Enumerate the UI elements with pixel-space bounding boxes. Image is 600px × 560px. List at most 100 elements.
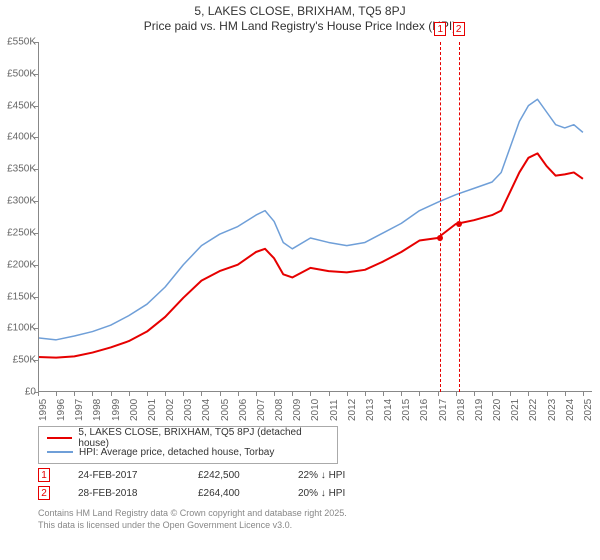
- xtick-mark: [347, 392, 348, 396]
- xtick-mark: [528, 392, 529, 396]
- row-pct: 22% ↓ HPI: [298, 470, 398, 481]
- xtick-label: 2024: [565, 399, 576, 421]
- chart-area: £0£50K£100K£150K£200K£250K£300K£350K£400…: [38, 42, 592, 392]
- ytick-label: £50K: [2, 355, 36, 366]
- footer-line1: Contains HM Land Registry data © Crown c…: [38, 508, 347, 520]
- xtick-mark: [238, 392, 239, 396]
- xtick-mark: [383, 392, 384, 396]
- sales-table: 1 24-FEB-2017 £242,500 22% ↓ HPI 2 28-FE…: [38, 466, 398, 502]
- ytick-label: £0: [2, 387, 36, 398]
- xtick-label: 2001: [147, 399, 158, 421]
- ytick-label: £250K: [2, 227, 36, 238]
- xtick-label: 2004: [201, 399, 212, 421]
- marker-dot: [437, 235, 443, 241]
- row-price: £242,500: [198, 470, 298, 481]
- xtick-label: 2023: [547, 399, 558, 421]
- ytick-mark: [34, 360, 38, 361]
- ytick-label: £500K: [2, 68, 36, 79]
- xtick-label: 2015: [401, 399, 412, 421]
- ytick-label: £450K: [2, 100, 36, 111]
- ytick-mark: [34, 169, 38, 170]
- xtick-label: 2008: [274, 399, 285, 421]
- xtick-label: 2016: [419, 399, 430, 421]
- row-date: 24-FEB-2017: [78, 470, 198, 481]
- xtick-mark: [129, 392, 130, 396]
- xtick-label: 2019: [474, 399, 485, 421]
- table-row: 1 24-FEB-2017 £242,500 22% ↓ HPI: [38, 466, 398, 484]
- legend-box: 5, LAKES CLOSE, BRIXHAM, TQ5 8PJ (detach…: [38, 426, 338, 464]
- xtick-label: 2012: [347, 399, 358, 421]
- ytick-mark: [34, 265, 38, 266]
- xtick-mark: [256, 392, 257, 396]
- ytick-label: £200K: [2, 259, 36, 270]
- xtick-mark: [474, 392, 475, 396]
- row-price: £264,400: [198, 488, 298, 499]
- ytick-mark: [34, 74, 38, 75]
- row-badge-2: 2: [38, 486, 50, 500]
- xtick-mark: [220, 392, 221, 396]
- xtick-mark: [56, 392, 57, 396]
- row-pct: 20% ↓ HPI: [298, 488, 398, 499]
- series-line: [38, 99, 583, 340]
- xtick-mark: [419, 392, 420, 396]
- xtick-label: 2018: [456, 399, 467, 421]
- marker-badge: 2: [453, 22, 465, 36]
- table-row: 2 28-FEB-2018 £264,400 20% ↓ HPI: [38, 484, 398, 502]
- legend-label-1: HPI: Average price, detached house, Torb…: [79, 447, 274, 458]
- xtick-label: 2017: [438, 399, 449, 421]
- xtick-mark: [92, 392, 93, 396]
- ytick-mark: [34, 106, 38, 107]
- ytick-mark: [34, 42, 38, 43]
- chart-title-block: 5, LAKES CLOSE, BRIXHAM, TQ5 8PJ Price p…: [0, 0, 600, 33]
- xtick-mark: [74, 392, 75, 396]
- xtick-label: 2022: [528, 399, 539, 421]
- xtick-mark: [456, 392, 457, 396]
- chart-title-line2: Price paid vs. HM Land Registry's House …: [0, 19, 600, 33]
- marker-dot: [456, 221, 462, 227]
- xtick-label: 2000: [129, 399, 140, 421]
- ytick-label: £300K: [2, 196, 36, 207]
- ytick-label: £550K: [2, 37, 36, 48]
- xtick-mark: [292, 392, 293, 396]
- xtick-mark: [165, 392, 166, 396]
- footer-attribution: Contains HM Land Registry data © Crown c…: [38, 508, 347, 531]
- xtick-label: 2025: [583, 399, 594, 421]
- marker-line: [459, 42, 460, 392]
- xtick-mark: [147, 392, 148, 396]
- xtick-mark: [274, 392, 275, 396]
- xtick-label: 2003: [183, 399, 194, 421]
- xtick-label: 2020: [492, 399, 503, 421]
- chart-title-line1: 5, LAKES CLOSE, BRIXHAM, TQ5 8PJ: [0, 4, 600, 18]
- xtick-mark: [510, 392, 511, 396]
- ytick-mark: [34, 201, 38, 202]
- ytick-mark: [34, 137, 38, 138]
- xtick-mark: [365, 392, 366, 396]
- ytick-label: £150K: [2, 291, 36, 302]
- series-line: [38, 153, 583, 357]
- xtick-mark: [547, 392, 548, 396]
- xtick-label: 2014: [383, 399, 394, 421]
- row-badge-1: 1: [38, 468, 50, 482]
- xtick-mark: [111, 392, 112, 396]
- ytick-mark: [34, 297, 38, 298]
- y-axis-line: [38, 42, 39, 392]
- ytick-mark: [34, 233, 38, 234]
- xtick-label: 1997: [74, 399, 85, 421]
- legend-row-0: 5, LAKES CLOSE, BRIXHAM, TQ5 8PJ (detach…: [47, 431, 329, 445]
- xtick-label: 1998: [92, 399, 103, 421]
- xtick-mark: [492, 392, 493, 396]
- xtick-mark: [201, 392, 202, 396]
- xtick-label: 2021: [510, 399, 521, 421]
- ytick-label: £350K: [2, 164, 36, 175]
- xtick-label: 2013: [365, 399, 376, 421]
- marker-badge: 1: [434, 22, 446, 36]
- xtick-label: 2011: [329, 399, 340, 421]
- xtick-label: 2007: [256, 399, 267, 421]
- xtick-mark: [310, 392, 311, 396]
- ytick-label: £100K: [2, 323, 36, 334]
- xtick-mark: [583, 392, 584, 396]
- xtick-mark: [38, 392, 39, 396]
- row-date: 28-FEB-2018: [78, 488, 198, 499]
- xtick-mark: [329, 392, 330, 396]
- xtick-mark: [401, 392, 402, 396]
